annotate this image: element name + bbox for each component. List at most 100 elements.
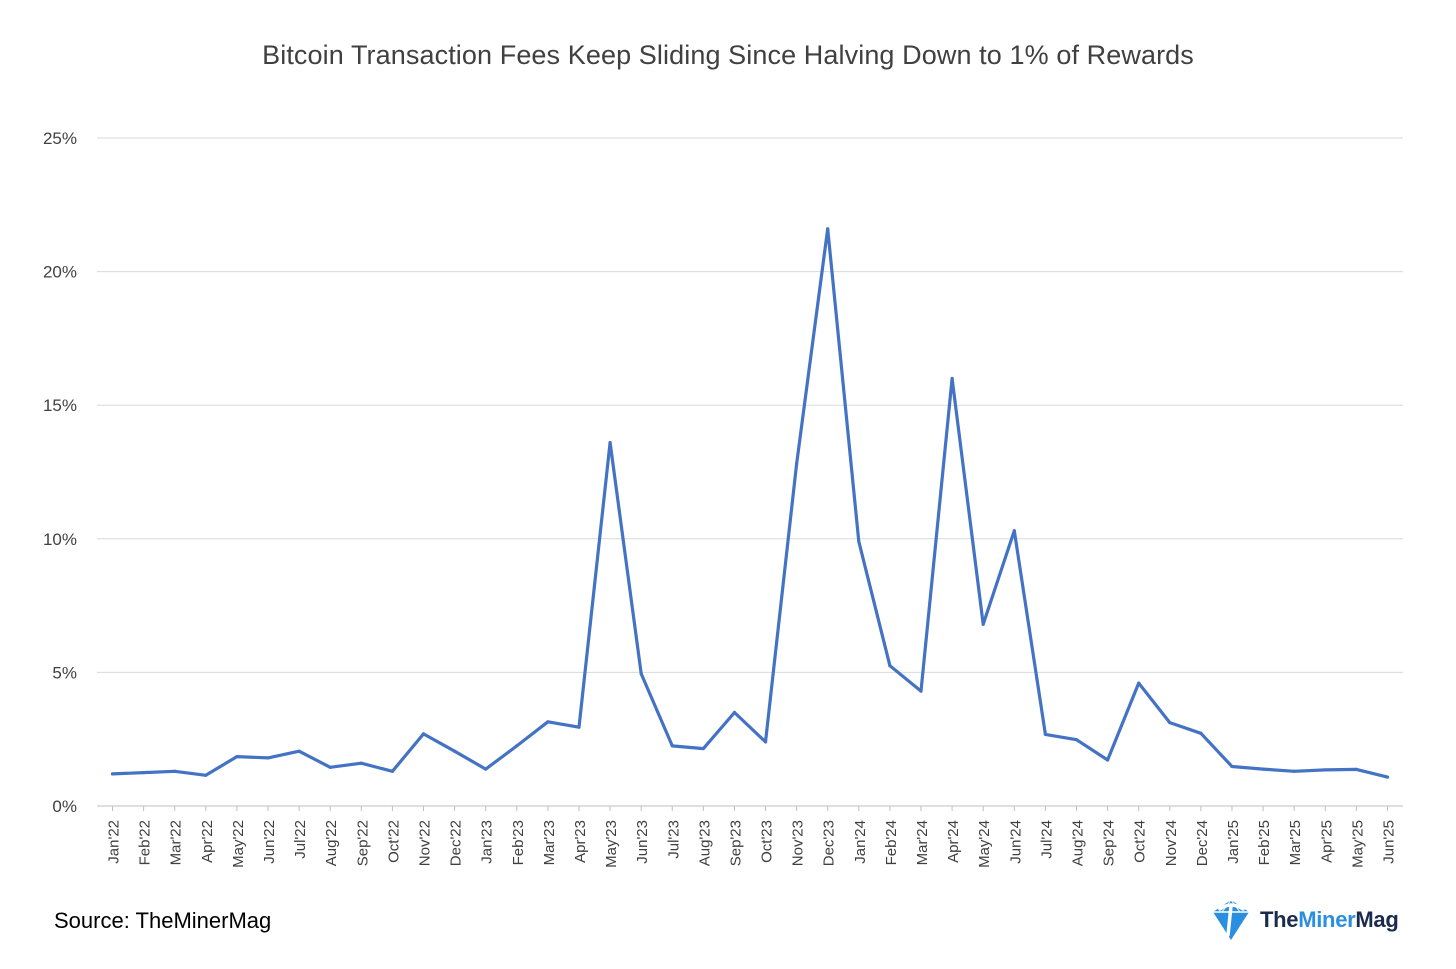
data-point xyxy=(888,664,892,668)
x-tick-label: Apr'22 xyxy=(199,820,216,863)
data-point xyxy=(452,749,457,753)
x-tick-label: May'25 xyxy=(1349,820,1366,868)
data-point xyxy=(763,740,768,744)
line-chart: 0% 5% 10% 15% 20% 25% Jan'22 Feb'22 Mar'22 Apr'2… xyxy=(43,129,1403,868)
x-tick-label: Jun'25 xyxy=(1380,820,1397,864)
x-tick-label: Aug'24 xyxy=(1070,820,1087,866)
data-point xyxy=(173,769,177,773)
x-tick-label: Apr'24 xyxy=(945,820,962,863)
data-point xyxy=(1043,732,1048,736)
data-point xyxy=(1199,731,1203,735)
data-point xyxy=(826,227,830,231)
x-tick-label: Apr'25 xyxy=(1318,820,1335,863)
x-tick-label: Nov'23 xyxy=(790,820,807,866)
x-tick-label: Jan'25 xyxy=(1225,820,1242,864)
series xyxy=(110,227,1390,779)
data-point xyxy=(1292,769,1296,773)
chart-title: Bitcoin Transaction Fees Keep Sliding Si… xyxy=(262,40,1194,70)
data-point xyxy=(950,376,954,381)
data-point xyxy=(359,761,363,765)
data-point xyxy=(670,744,674,748)
gridlines xyxy=(97,137,1403,807)
x-tick-label: Nov'22 xyxy=(417,820,434,866)
data-point xyxy=(795,462,799,466)
data-point xyxy=(484,767,488,771)
data-point xyxy=(639,672,643,676)
y-tick-label: 5% xyxy=(52,663,77,682)
x-tick-label: Dec'23 xyxy=(821,820,838,866)
x-tick-label: Mar'25 xyxy=(1287,820,1304,865)
x-tick-label: Jul'22 xyxy=(292,820,309,859)
data-point xyxy=(328,765,332,769)
data-point xyxy=(110,772,115,776)
y-axis-ticks: 0% 5% 10% 15% 20% 25% xyxy=(43,129,77,816)
source-note: Source: TheMinerMag xyxy=(54,908,272,933)
x-tick-label: Dec'22 xyxy=(448,820,465,866)
data-point xyxy=(1168,721,1172,725)
data-point xyxy=(732,710,737,715)
brand-logo: TheMinerMag xyxy=(1208,896,1399,944)
x-tick-label: Feb'24 xyxy=(883,820,900,865)
data-point xyxy=(981,622,985,626)
x-tick-label: Jun'23 xyxy=(634,820,651,864)
x-tick-label: Apr'23 xyxy=(572,820,589,863)
data-point xyxy=(1261,767,1265,771)
data-point xyxy=(235,754,239,759)
x-tick-label: Dec'24 xyxy=(1194,820,1211,866)
x-tick-label: Oct'22 xyxy=(385,820,402,863)
y-tick-label: 20% xyxy=(43,263,77,282)
x-tick-label: May'24 xyxy=(976,820,993,868)
x-tick-label: Feb'22 xyxy=(137,820,154,865)
x-tick-label: Feb'25 xyxy=(1256,820,1273,865)
data-point xyxy=(1012,529,1016,533)
data-point xyxy=(546,720,550,724)
data-point xyxy=(1137,681,1141,685)
data-point xyxy=(857,539,861,544)
x-tick-label: Feb'23 xyxy=(510,820,527,865)
series-line xyxy=(110,227,1390,779)
x-tick-label: Jul'23 xyxy=(665,820,682,859)
y-tick-label: 25% xyxy=(43,129,77,148)
x-tick-label: Sep'24 xyxy=(1101,820,1118,866)
pickaxe-diamond-icon xyxy=(1213,899,1249,940)
x-tick-label: Jun'22 xyxy=(261,820,278,864)
data-point xyxy=(421,732,426,736)
data-point xyxy=(701,746,705,751)
data-point xyxy=(919,689,923,693)
x-tick-label: Aug'23 xyxy=(696,820,713,866)
x-tick-label: Mar'23 xyxy=(541,820,558,865)
x-tick-label: Mar'24 xyxy=(914,820,931,865)
x-tick-label: May'23 xyxy=(603,820,620,868)
y-tick-label: 0% xyxy=(52,797,77,816)
y-tick-label: 15% xyxy=(43,396,77,415)
x-tick-label: Oct'24 xyxy=(1132,820,1149,863)
data-point xyxy=(390,769,395,773)
x-tick-label: Mar'22 xyxy=(168,820,185,865)
data-point xyxy=(577,725,581,729)
x-axis-ticks: Jan'22 Feb'22 Mar'22 Apr'22 May'22 Jun'22 Jul'… xyxy=(106,806,1397,868)
x-tick-label: Jun'24 xyxy=(1007,820,1024,864)
data-point xyxy=(1323,768,1327,772)
data-point xyxy=(1230,764,1234,769)
x-tick-label: Nov'24 xyxy=(1163,820,1180,866)
x-tick-label: Jan'24 xyxy=(852,820,869,864)
x-tick-label: Aug'22 xyxy=(323,820,340,866)
data-point xyxy=(204,773,208,777)
data-point xyxy=(515,744,519,748)
x-tick-label: Jul'24 xyxy=(1038,820,1055,859)
data-point xyxy=(608,441,612,445)
data-point xyxy=(1105,758,1110,762)
x-tick-label: Jan'23 xyxy=(479,820,496,864)
x-tick-label: May'22 xyxy=(230,820,247,868)
y-tick-label: 10% xyxy=(43,530,77,549)
data-point xyxy=(1354,767,1358,771)
data-point xyxy=(142,771,146,775)
x-tick-label: Sep'23 xyxy=(727,820,744,866)
logo-text: TheMinerMag xyxy=(1260,907,1399,932)
x-tick-label: Sep'22 xyxy=(354,820,371,866)
data-point xyxy=(266,756,270,760)
data-point xyxy=(297,749,301,753)
data-point xyxy=(1074,738,1079,742)
data-point xyxy=(1385,775,1390,779)
x-tick-label: Jan'22 xyxy=(106,820,123,864)
